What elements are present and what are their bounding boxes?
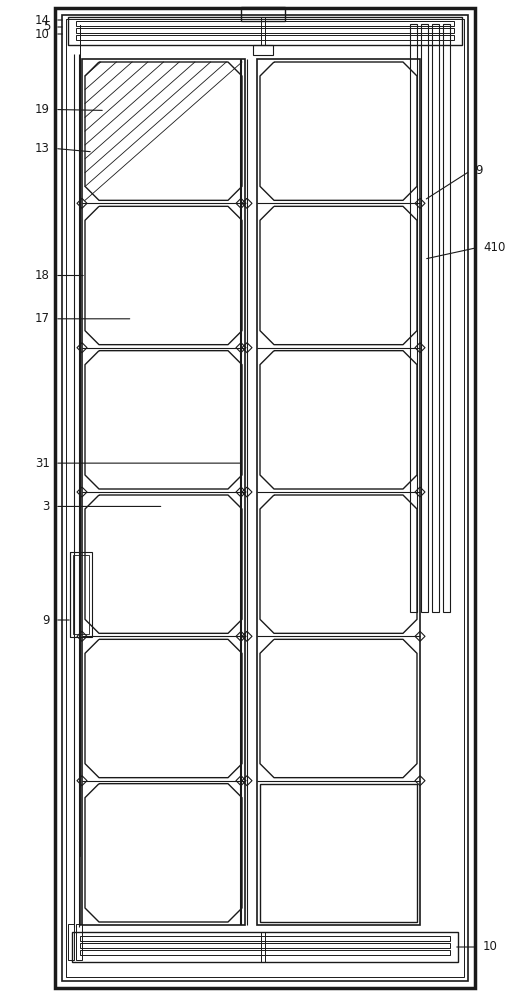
Bar [260,784,417,922]
Bar [76,21,454,26]
Bar [76,28,454,33]
Text: 17: 17 [35,312,50,325]
Bar [76,924,82,960]
Bar [253,45,272,55]
Text: 5: 5 [43,20,50,33]
Bar [80,943,450,948]
Bar [421,24,428,612]
Bar [55,8,475,988]
Text: 14: 14 [35,13,50,26]
Text: 19: 19 [35,103,50,116]
Text: 410: 410 [483,241,506,254]
Bar [443,24,450,612]
Bar [70,552,92,637]
Bar [76,35,454,40]
Text: 9: 9 [43,613,50,626]
Text: 18: 18 [35,269,50,282]
Bar [73,555,89,634]
Text: 10: 10 [483,940,498,954]
Text: 10: 10 [35,27,50,40]
Bar [68,924,74,960]
Text: 31: 31 [35,457,50,470]
Bar [62,15,468,981]
Bar [82,59,245,925]
Bar [80,936,450,941]
Bar [72,932,458,962]
Text: 13: 13 [35,142,50,155]
Text: 9: 9 [475,164,482,178]
Bar [257,59,420,925]
Bar [410,24,417,612]
Text: 3: 3 [43,500,50,513]
Bar [432,24,439,612]
Bar [80,950,450,955]
Bar [240,7,285,21]
Bar [68,17,462,45]
Bar [66,19,464,977]
